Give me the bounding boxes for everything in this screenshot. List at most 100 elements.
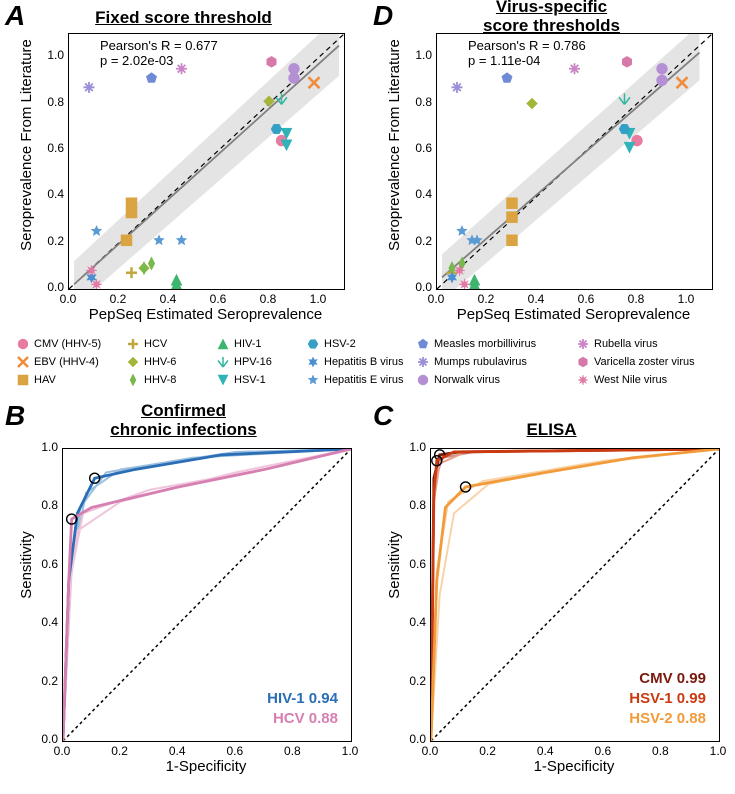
x-tick: 0.0 xyxy=(58,292,78,306)
y-tick: 0.8 xyxy=(34,498,58,512)
legend-label: HSV-2 xyxy=(324,338,356,350)
y-tick: 0.8 xyxy=(40,95,64,109)
legend-label: HPV-16 xyxy=(234,356,272,368)
x-tick: 0.8 xyxy=(650,744,670,758)
panel-d-stats: Pearson's R = 0.786 p = 1.11e-04 xyxy=(468,38,586,68)
roc-legend-item: HSV-1 0.99 xyxy=(368,690,706,707)
panel-c-ylabel: Sensitivity xyxy=(386,490,403,640)
y-tick: 0.0 xyxy=(408,280,432,294)
y-tick: 1.0 xyxy=(40,48,64,62)
panel-c-xlabel: 1-Specificity xyxy=(430,758,718,775)
legend-label: Measles morbillivirus xyxy=(434,338,536,350)
legend-label: Norwalk virus xyxy=(434,374,500,386)
x-tick: 0.2 xyxy=(476,292,496,306)
x-tick: 0.6 xyxy=(593,744,613,758)
legend-item: West Nile virus xyxy=(575,371,695,389)
legend-item: CMV (HHV-5) xyxy=(15,335,101,353)
legend-label: Hepatitis B virus xyxy=(324,356,403,368)
x-tick: 1.0 xyxy=(708,744,728,758)
x-tick: 0.0 xyxy=(52,744,72,758)
x-tick: 0.8 xyxy=(258,292,278,306)
x-tick: 0.8 xyxy=(626,292,646,306)
y-tick: 1.0 xyxy=(402,440,426,454)
legend-item: HSV-1 xyxy=(215,371,272,389)
panel-c: C ELISA Sensitivity 1-Specificity 0.00.0… xyxy=(368,400,735,790)
legend-item: Norwalk virus xyxy=(415,371,536,389)
legend-column: Measles morbillivirus Mumps rubulavirus No… xyxy=(415,335,536,389)
legend-label: CMV (HHV-5) xyxy=(34,338,101,350)
legend-label: HSV-1 xyxy=(234,374,266,386)
legend-marker-icon xyxy=(575,372,591,388)
legend-marker-icon xyxy=(415,354,431,370)
panel-d: D Virus-specific score thresholds Pearso… xyxy=(368,0,735,340)
x-tick: 0.2 xyxy=(110,744,130,758)
x-tick: 0.0 xyxy=(426,292,446,306)
legend-column: Rubella virus Varicella zoster virus West … xyxy=(575,335,695,389)
legend-item: HCV xyxy=(125,335,176,353)
x-tick: 1.0 xyxy=(340,744,360,758)
y-tick: 1.0 xyxy=(408,48,432,62)
x-tick: 0.6 xyxy=(225,744,245,758)
legend-marker-icon xyxy=(305,336,321,352)
panel-b-xlabel: 1-Specificity xyxy=(62,758,350,775)
legend-label: HCV xyxy=(144,338,167,350)
legend-column: HCVHHV-6HHV-8 xyxy=(125,335,176,389)
y-tick: 0.6 xyxy=(40,141,64,155)
x-tick: 0.0 xyxy=(420,744,440,758)
legend-label: West Nile virus xyxy=(594,374,667,386)
legend-label: Rubella virus xyxy=(594,338,658,350)
y-tick: 0.6 xyxy=(34,557,58,571)
y-tick: 0.4 xyxy=(408,187,432,201)
legend-label: Hepatitis E virus xyxy=(324,374,403,386)
roc-legend-item: HIV-1 0.94 xyxy=(0,690,338,707)
x-tick: 0.4 xyxy=(535,744,555,758)
y-tick: 0.4 xyxy=(40,187,64,201)
x-tick: 0.8 xyxy=(282,744,302,758)
roc-legend-item: CMV 0.99 xyxy=(368,670,706,687)
legend-label: HAV xyxy=(34,374,56,386)
x-tick: 0.4 xyxy=(158,292,178,306)
y-tick: 0.8 xyxy=(402,498,426,512)
legend-item: Hepatitis B virus xyxy=(305,353,403,371)
panel-a-ylabel: Seroprevalence From Literature xyxy=(18,20,35,270)
y-tick: 0.8 xyxy=(408,95,432,109)
legend-marker-icon xyxy=(15,336,31,352)
panel-a-plot xyxy=(68,33,345,290)
legend-label: HHV-8 xyxy=(144,374,176,386)
legend-column: CMV (HHV-5) EBV (HHV-4) HAV xyxy=(15,335,101,389)
legend-marker-icon xyxy=(215,372,231,388)
y-tick: 0.2 xyxy=(40,234,64,248)
y-tick: 0.0 xyxy=(34,732,58,746)
y-tick: 0.6 xyxy=(408,141,432,155)
legend-marker-icon xyxy=(415,372,431,388)
panel-a-xlabel: PepSeq Estimated Seroprevalence xyxy=(68,306,343,323)
roc-legend-item: HCV 0.88 xyxy=(0,710,338,727)
legend-marker-icon xyxy=(215,354,231,370)
legend-item: HHV-8 xyxy=(125,371,176,389)
panel-d-xlabel: PepSeq Estimated Seroprevalence xyxy=(436,306,711,323)
legend-marker-icon xyxy=(575,336,591,352)
legend-item: EBV (HHV-4) xyxy=(15,353,101,371)
legend-marker-icon xyxy=(305,372,321,388)
legend-column: HIV-1 HPV-16 HSV-1 xyxy=(215,335,272,389)
x-tick: 0.6 xyxy=(576,292,596,306)
legend-marker-icon xyxy=(125,354,141,370)
panel-a-stats: Pearson's R = 0.677 p = 2.02e-03 xyxy=(100,38,218,68)
panel-d-plot xyxy=(436,33,713,290)
x-tick: 0.2 xyxy=(478,744,498,758)
legend-marker-icon xyxy=(575,354,591,370)
legend-item: HIV-1 xyxy=(215,335,272,353)
panel-b: B Confirmed chronic infections Sensitivi… xyxy=(0,400,367,790)
y-tick: 0.2 xyxy=(408,234,432,248)
legend-marker-icon xyxy=(15,354,31,370)
x-tick: 1.0 xyxy=(308,292,328,306)
legend-marker-icon xyxy=(305,354,321,370)
y-tick: 0.2 xyxy=(34,674,58,688)
legend-marker-icon xyxy=(125,336,141,352)
y-tick: 0.6 xyxy=(402,557,426,571)
legend-label: Mumps rubulavirus xyxy=(434,356,527,368)
legend-item: HPV-16 xyxy=(215,353,272,371)
panel-b-ylabel: Sensitivity xyxy=(18,490,35,640)
legend-item: Varicella zoster virus xyxy=(575,353,695,371)
legend-marker-icon xyxy=(125,372,141,388)
